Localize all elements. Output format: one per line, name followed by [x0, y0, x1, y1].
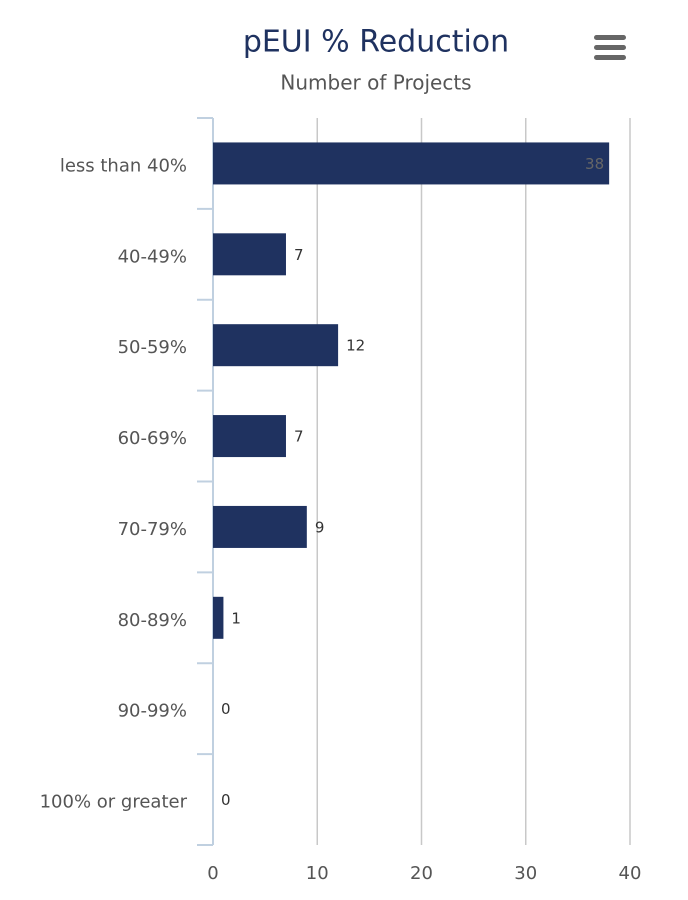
bar [213, 142, 610, 185]
data-label: 12 [346, 337, 365, 355]
chart-subtitle: Number of Projects [280, 71, 471, 95]
x-tick-label: 20 [410, 863, 433, 884]
menu-bar[interactable] [594, 45, 626, 50]
menu-bar[interactable] [594, 35, 626, 40]
data-label: 38 [585, 155, 604, 173]
chart-title: pEUI % Reduction [243, 25, 509, 60]
data-label: 0 [221, 791, 231, 809]
bar [213, 324, 339, 367]
bar [213, 233, 286, 276]
y-tick-label: 100% or greater [40, 792, 188, 813]
y-tick-label: 80-89% [118, 610, 187, 631]
bar [213, 415, 286, 458]
y-tick-label: 40-49% [118, 246, 187, 267]
menu-bar[interactable] [594, 55, 626, 60]
data-label: 9 [315, 518, 325, 536]
x-tick-label: 40 [619, 863, 642, 884]
menu-button[interactable] [594, 35, 626, 60]
data-label: 1 [231, 609, 241, 627]
data-label: 0 [221, 700, 231, 718]
bar [213, 505, 307, 548]
x-tick-label: 0 [207, 863, 218, 884]
bar [213, 596, 224, 639]
y-tick-label: 70-79% [118, 519, 187, 540]
y-tick-label: 50-59% [118, 337, 187, 358]
y-tick-label: less than 40% [60, 155, 187, 176]
data-label: 7 [294, 428, 304, 446]
x-tick-label: 10 [306, 863, 329, 884]
x-tick-label: 30 [514, 863, 537, 884]
data-label: 7 [294, 246, 304, 264]
y-tick-label: 90-99% [118, 701, 187, 722]
y-tick-label: 60-69% [118, 428, 187, 449]
